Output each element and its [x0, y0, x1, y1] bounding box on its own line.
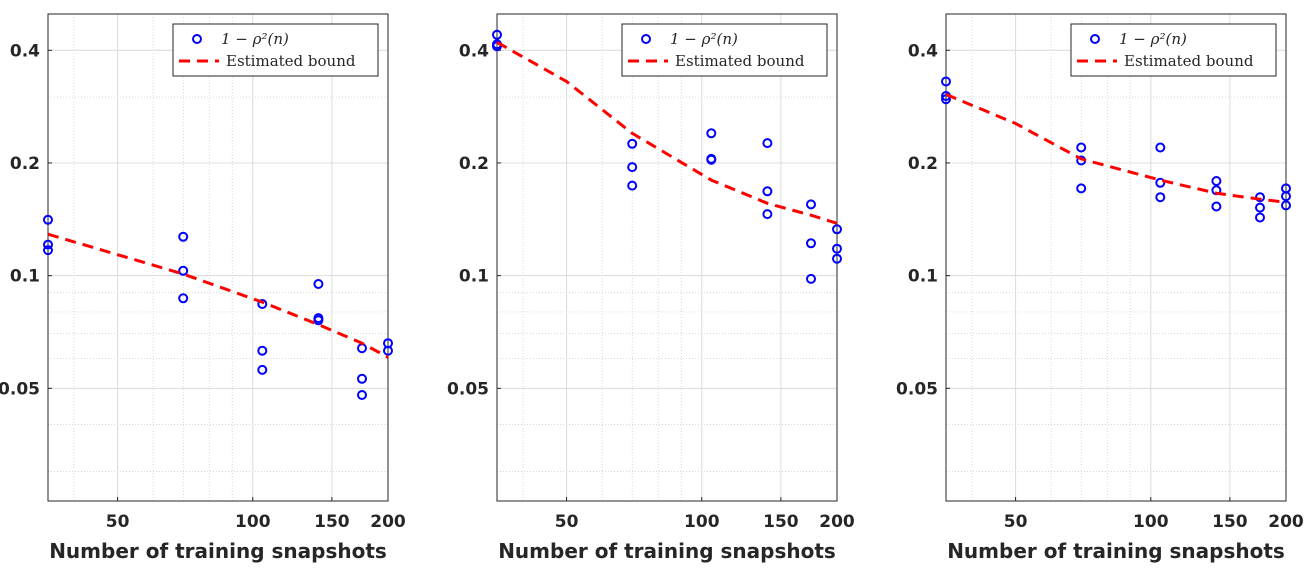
- data-point-marker: [706, 128, 717, 139]
- data-point-marker: [313, 315, 324, 326]
- data-point-marker: [257, 299, 268, 309]
- data-point-marker: [1255, 212, 1265, 223]
- y-tick-label: 0.4: [459, 41, 489, 61]
- estimated-bound-line: [47, 232, 389, 359]
- x-tick-label: 200: [1268, 512, 1304, 532]
- data-point-marker: [627, 138, 638, 149]
- data-point-marker: [832, 253, 842, 264]
- data-point-marker: [1281, 200, 1291, 211]
- plot-area: [497, 14, 837, 501]
- data-point-marker: [178, 293, 189, 304]
- data-point-marker: [806, 238, 816, 249]
- y-tick-label: 0.05: [0, 379, 40, 399]
- data-point-marker: [1211, 201, 1222, 212]
- data-point-marker: [762, 138, 773, 149]
- y-tick-label: 0.2: [459, 154, 489, 174]
- x-tick-label: 50: [106, 512, 130, 532]
- chart-panel-3: 50 100 150 200 0.05 0.1 0.2 0.4 Number of traini…: [896, 13, 1304, 563]
- x-tick-label: 200: [819, 512, 855, 532]
- y-tick-label: 0.4: [10, 41, 40, 61]
- axes-box: [47, 13, 389, 502]
- x-tick-label: 150: [1212, 512, 1248, 532]
- grid: [946, 14, 1287, 501]
- plot-area: [48, 14, 388, 501]
- chart-panel-1: 50 100 150 200 0.05 0.1 0.2 0.4 Number of traini…: [0, 13, 406, 563]
- x-tick-label: 100: [1133, 512, 1169, 532]
- legend-box: [1070, 23, 1277, 77]
- legend-label-correlation: 1 − ρ²(n): [670, 30, 738, 48]
- legend-label-estimated-bound: Estimated bound: [1124, 52, 1254, 70]
- data-point-marker: [832, 243, 842, 254]
- data-point-marker: [357, 390, 367, 400]
- data-point-marker: [492, 29, 502, 40]
- y-tick-label: 0.1: [459, 267, 489, 287]
- y-tick-label: 0.4: [908, 41, 938, 61]
- y-tick-label: 0.2: [908, 154, 938, 174]
- y-tick-label: 0.1: [908, 267, 938, 287]
- x-axis-title: Number of training snapshots: [49, 539, 387, 563]
- y-tick-label: 0.2: [10, 154, 40, 174]
- x-axis-title: Number of training snapshots: [947, 539, 1285, 563]
- chart-panel-2: 50 100 150 200 0.05 0.1 0.2 0.4 Number of traini…: [447, 13, 855, 563]
- data-point-marker: [383, 345, 393, 356]
- axes-box: [496, 13, 838, 502]
- data-point-marker: [1076, 183, 1087, 194]
- legend-marker-icon: [192, 34, 202, 44]
- data-point-marker: [1155, 192, 1166, 203]
- x-tick-label: 50: [1004, 512, 1028, 532]
- data-point-marker: [1281, 191, 1291, 202]
- x-tick-label: 100: [235, 512, 271, 532]
- data-point-marker: [1211, 176, 1222, 186]
- data-point-marker: [43, 245, 53, 256]
- y-tick-label: 0.1: [10, 267, 40, 287]
- data-point-marker: [762, 186, 773, 197]
- data-point-marker: [806, 199, 816, 210]
- x-tick-label: 150: [763, 512, 799, 532]
- data-point-marker: [1255, 202, 1265, 213]
- x-tick-label: 200: [370, 512, 406, 532]
- x-tick-label: 50: [555, 512, 579, 532]
- data-point-marker: [1155, 177, 1166, 188]
- legend: 1 − ρ²(n) Estimated bound: [621, 23, 828, 77]
- data-point-marker: [257, 345, 268, 356]
- y-tick-label: 0.05: [896, 379, 938, 399]
- data-point-marker: [313, 279, 324, 289]
- legend-box: [621, 23, 828, 77]
- plot-area: [946, 14, 1286, 501]
- data-point-marker: [832, 224, 842, 235]
- data-point-marker: [706, 154, 717, 165]
- legend-marker-icon: [641, 34, 651, 44]
- data-point-marker: [257, 364, 268, 375]
- legend-label-correlation: 1 − ρ²(n): [221, 30, 289, 48]
- y-tick-label: 0.05: [447, 379, 489, 399]
- data-point-marker: [627, 162, 638, 173]
- legend-label-estimated-bound: Estimated bound: [675, 52, 805, 70]
- data-point-marker: [178, 231, 189, 242]
- legend: 1 − ρ²(n) Estimated bound: [172, 23, 379, 77]
- legend-marker-icon: [1090, 34, 1100, 44]
- legend: 1 − ρ²(n) Estimated bound: [1070, 23, 1277, 77]
- data-point-marker: [762, 209, 773, 220]
- x-tick-label: 150: [314, 512, 350, 532]
- data-point-marker: [806, 273, 816, 284]
- data-point-marker: [1076, 142, 1087, 153]
- data-point-marker: [627, 180, 638, 191]
- estimated-bound-line: [945, 93, 1287, 204]
- legend-label-estimated-bound: Estimated bound: [226, 52, 356, 70]
- legend-label-correlation: 1 − ρ²(n): [1119, 30, 1187, 48]
- x-axis-title: Number of training snapshots: [498, 539, 836, 563]
- data-point-marker: [43, 214, 53, 225]
- estimated-bound-line: [496, 40, 838, 225]
- data-point-marker: [941, 76, 951, 87]
- data-point-marker: [357, 373, 367, 384]
- data-point-marker: [1155, 142, 1166, 153]
- x-tick-label: 100: [684, 512, 720, 532]
- axes-box: [945, 13, 1287, 502]
- legend-box: [172, 23, 379, 77]
- data-point-marker: [178, 265, 189, 276]
- data-point-marker: [43, 239, 53, 250]
